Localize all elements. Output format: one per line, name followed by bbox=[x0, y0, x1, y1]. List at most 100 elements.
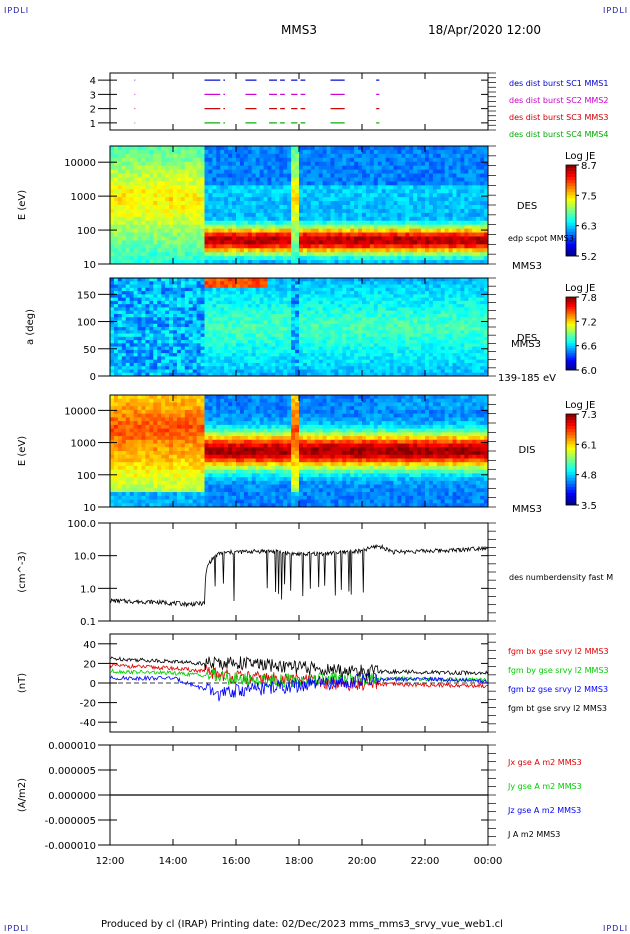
spectrogram-cell bbox=[169, 356, 174, 361]
spectrogram-cell bbox=[413, 236, 418, 241]
spectrogram-cell bbox=[228, 353, 233, 357]
spectrogram-cell bbox=[310, 356, 316, 361]
spectrogram-cell bbox=[212, 343, 217, 347]
legend-burst-sc1: des dist burst SC1 MMS1 bbox=[509, 79, 608, 88]
spectrogram-cell bbox=[224, 284, 229, 289]
spectrogram-cell bbox=[117, 260, 123, 265]
spectrogram-cell bbox=[350, 372, 355, 377]
spectrogram-cell bbox=[350, 173, 355, 178]
spectrogram-cell bbox=[157, 294, 162, 298]
spectrogram-cell bbox=[318, 244, 324, 249]
spectrogram-cell bbox=[188, 256, 194, 261]
spectrogram-cell bbox=[326, 240, 331, 245]
spectrogram-cell bbox=[251, 165, 257, 170]
spectrogram-cell bbox=[448, 169, 453, 174]
spectrogram-cell bbox=[169, 236, 174, 241]
spectrogram-cell bbox=[169, 313, 174, 318]
spectrogram-cell bbox=[346, 291, 351, 295]
spectrogram-cell bbox=[121, 201, 127, 206]
spectrogram-cell bbox=[149, 304, 154, 308]
spectrogram-cell bbox=[310, 165, 316, 170]
spectrogram-cell bbox=[145, 294, 150, 298]
spectrogram-cell bbox=[354, 169, 359, 174]
spectrogram-cell bbox=[330, 359, 335, 364]
spectrogram-cell bbox=[259, 189, 264, 194]
spectrogram-cell bbox=[271, 313, 276, 318]
spectrogram-cell bbox=[137, 372, 142, 377]
spectrogram-cell bbox=[362, 256, 367, 261]
spectrogram-cell bbox=[228, 327, 233, 331]
spectrogram-cell bbox=[239, 212, 245, 218]
spectrogram-cell bbox=[149, 228, 154, 233]
spectrogram-cell bbox=[212, 240, 217, 245]
spectrogram-cell bbox=[176, 161, 182, 167]
spectrogram-cell bbox=[251, 252, 257, 257]
spectrogram-cell bbox=[141, 300, 146, 305]
spectrogram-cell bbox=[354, 291, 359, 295]
spectrogram-cell bbox=[157, 205, 162, 210]
spectrogram-cell bbox=[165, 353, 170, 357]
spectrogram-cell bbox=[310, 349, 316, 354]
spectrogram-cell bbox=[354, 161, 359, 167]
spectrogram-cell bbox=[283, 327, 288, 331]
spectrogram-cell bbox=[318, 310, 324, 315]
spectrogram-cell bbox=[200, 149, 205, 155]
spectrogram-cell bbox=[141, 291, 146, 295]
spectrogram-cell bbox=[413, 193, 418, 198]
spectrogram-cell bbox=[161, 356, 166, 361]
spectrogram-cell bbox=[369, 244, 375, 249]
spectrogram-cell bbox=[259, 297, 264, 302]
spectrogram-cell bbox=[200, 181, 205, 186]
spectrogram-cell bbox=[428, 220, 434, 226]
spectrogram-cell bbox=[279, 359, 284, 364]
spectrogram-cell bbox=[176, 220, 182, 226]
spectrogram-cell bbox=[302, 346, 308, 351]
spectrogram-cell bbox=[322, 297, 327, 302]
spectrogram-cell bbox=[259, 353, 264, 357]
spectrogram-cell bbox=[232, 372, 237, 377]
spectrogram-cell bbox=[440, 149, 446, 155]
spectrogram-cell bbox=[204, 228, 209, 233]
spectrogram-cell bbox=[417, 236, 422, 241]
spectrogram-cell bbox=[121, 300, 127, 305]
spectrogram-cell bbox=[405, 232, 410, 237]
spectrogram-cell bbox=[484, 224, 489, 229]
spectrogram-cell bbox=[224, 353, 229, 357]
spectrogram-cell bbox=[373, 146, 379, 151]
spectrogram-cell bbox=[188, 157, 194, 163]
spectrogram-cell bbox=[239, 260, 245, 265]
spectrogram-cell bbox=[350, 236, 355, 241]
spectrogram-cell bbox=[173, 252, 178, 257]
spectrogram-cell bbox=[204, 201, 209, 206]
spectrogram-cell bbox=[440, 173, 446, 178]
spectrogram-cell bbox=[330, 291, 335, 295]
spectrogram-cell bbox=[306, 336, 312, 341]
spectrogram-cell bbox=[279, 185, 284, 190]
spectrogram-cell bbox=[393, 236, 398, 241]
spectrogram-cell bbox=[448, 248, 453, 253]
spectrogram-cell bbox=[436, 197, 442, 202]
spectrogram-cell bbox=[330, 297, 335, 302]
spectrogram-cell bbox=[180, 248, 186, 253]
spectrogram-cell bbox=[397, 181, 402, 186]
spectrogram-cell bbox=[287, 281, 292, 285]
spectrogram-cell bbox=[196, 244, 201, 249]
spectrogram-cell bbox=[299, 240, 304, 245]
spectrogram-cell bbox=[484, 149, 489, 155]
spectrogram-cell bbox=[117, 205, 123, 210]
spectrogram-cell bbox=[236, 349, 241, 354]
spectrogram-cell bbox=[369, 220, 375, 226]
spectrogram-cell bbox=[393, 252, 398, 257]
spectrogram-cell bbox=[346, 346, 351, 351]
spectrogram-cell bbox=[113, 313, 119, 318]
spectrogram-cell bbox=[196, 349, 201, 354]
spectrogram-cell bbox=[283, 307, 288, 312]
spectrogram-cell bbox=[299, 353, 304, 357]
spectrogram-cell bbox=[169, 307, 174, 312]
spectrogram-cell bbox=[468, 212, 473, 218]
spectrogram-cell bbox=[239, 189, 245, 194]
spectrogram-cell bbox=[306, 300, 312, 305]
spectrogram-cell bbox=[405, 146, 410, 151]
spectrogram-cell bbox=[291, 201, 296, 206]
spectrogram-cell bbox=[188, 278, 194, 282]
